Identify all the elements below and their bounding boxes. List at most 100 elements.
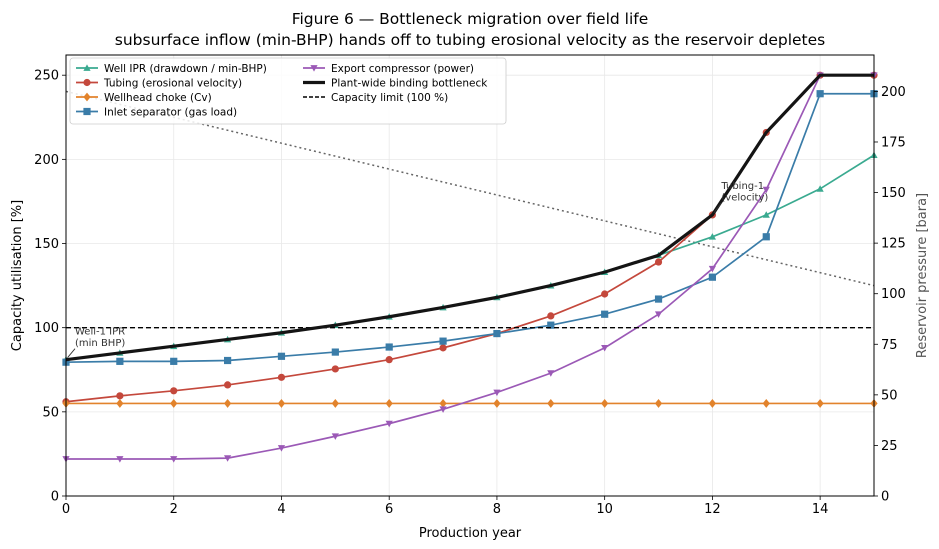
chart-title: Figure 6 — Bottleneck migration over fie… [292,10,649,28]
data-point [601,344,609,352]
data-point [170,456,178,463]
reservoir-pressure-line [65,90,875,287]
series-line [66,74,874,460]
y2-tick-label: 75 [881,338,898,353]
y2-axis-label: Reservoir pressure [bara] [915,193,930,358]
data-point [493,389,501,397]
legend-label: Export compressor (power) [331,63,474,75]
data-point [762,233,770,241]
y2-tick-label: 100 [881,287,906,302]
series-4 [62,72,878,463]
data-point [83,107,91,116]
data-point [224,399,232,408]
y-tick-label: 50 [42,405,59,420]
data-point [116,456,124,463]
legend-entry: Well IPR (drawdown / min-BHP) [76,63,267,75]
legend-label: Well IPR (drawdown / min-BHP) [104,63,267,75]
data-point [277,399,286,408]
legend-entry: Export compressor (power) [303,63,474,75]
data-point [816,399,824,408]
data-point [385,420,393,428]
data-point [116,399,124,408]
data-point [83,92,91,102]
legend-label: Plant-wide binding bottleneck [331,77,488,89]
legend-label: Capacity limit (100 %) [331,92,448,104]
annotation-arrow [713,202,722,214]
data-point [547,399,555,408]
data-point [708,399,716,408]
legend-entry: Capacity limit (100 %) [303,92,448,104]
data-point [331,433,339,440]
data-point [547,312,555,320]
data-point [547,370,555,377]
annotation-arrow [67,348,76,358]
data-point [762,186,770,194]
data-point [708,273,716,281]
x-tick-label: 8 [493,502,501,517]
data-point [331,365,339,373]
legend-label: Wellhead choke (Cv) [104,92,212,104]
data-point [439,406,447,413]
data-point [601,399,609,408]
data-point [493,329,501,338]
data-point [654,311,663,318]
data-point [224,381,232,389]
y-tick-label: 250 [34,69,59,84]
data-point [331,399,339,408]
annotation-text: (velocity) [721,192,768,203]
data-point [708,265,716,273]
y2-tick-label: 0 [881,490,889,505]
y2-tick-label: 125 [881,237,906,252]
y-tick-label: 0 [51,490,59,505]
axes: 0 2 4 6 8 10 12 14 0 50 100 150 200 250 0 25 50 75 100 125 1… [34,69,906,517]
x-axis-label: Production year [419,526,522,541]
legend-entry: Plant-wide binding bottleneck [303,77,488,89]
data-point [385,343,393,351]
data-point [170,357,178,365]
data-point [816,90,824,98]
series-3 [62,90,878,366]
data-point [277,352,286,360]
data-point [601,310,609,318]
legend-entry: Tubing (erosional velocity) [76,77,242,89]
data-point [277,373,286,381]
data-point [331,348,339,356]
data-point [224,356,232,365]
plot-frame [65,54,875,497]
x-tick-label: 14 [812,502,829,517]
data-point [654,399,663,408]
plot-area [62,71,878,463]
data-point [385,356,393,364]
chart-subtitle: subsurface inflow (min-BHP) hands off to… [115,31,825,49]
y2-tick-label: 25 [881,439,898,454]
annotations: Well-1 IPR(min BHP) Tubing-1(velocity) [67,181,768,358]
legend-label: Tubing (erosional velocity) [103,77,242,89]
legend-label: Inlet separator (gas load) [104,106,237,118]
series-line [65,92,874,364]
data-point [116,357,124,365]
legend-box [69,57,507,125]
legend-entry: Wellhead choke (Cv) [76,92,212,104]
data-point [116,392,124,400]
x-tick-label: 12 [704,502,721,517]
data-point [547,321,555,329]
y2-tick-label: 175 [881,135,906,150]
data-point [385,399,393,408]
data-point [654,295,663,303]
data-point [439,399,447,408]
y-axis-label: Capacity utilisation [%] [10,200,25,351]
data-point [170,399,178,408]
data-point [762,211,770,218]
legend-entry: Inlet separator (gas load) [76,106,237,118]
legend: Well IPR (drawdown / min-BHP) Tubing (ero… [69,57,507,125]
y-tick-label: 200 [34,153,59,168]
y-tick-label: 150 [34,237,59,252]
data-point [83,64,91,71]
y2-tick-label: 150 [881,186,906,201]
x-tick-label: 10 [596,502,613,517]
data-point [762,399,770,408]
annotation-text: Well-1 IPR [75,327,125,338]
data-point [654,258,663,266]
x-tick-label: 4 [277,502,285,517]
